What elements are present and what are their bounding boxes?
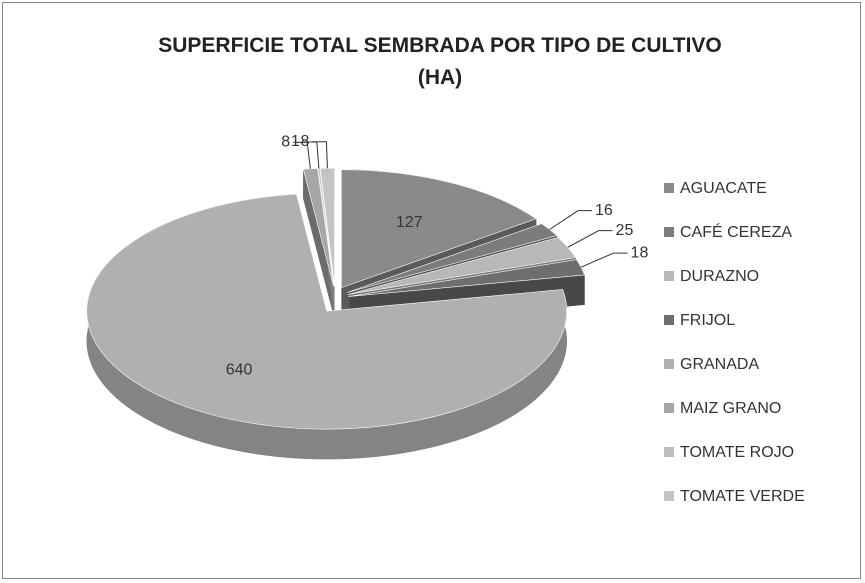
data-label: 25 [616, 222, 634, 239]
legend-label: AGUACATE [680, 180, 767, 197]
legend-swatch [664, 183, 674, 193]
legend-label: TOMATE ROJO [680, 444, 794, 461]
slice [348, 259, 585, 297]
legend-label: CAFÉ CEREZA [680, 222, 792, 241]
legend-label: MAIZ GRANO [680, 400, 781, 417]
legend-label: FRIJOL [680, 312, 735, 329]
legend-swatch [664, 447, 674, 457]
slice [86, 193, 567, 430]
leader-line [567, 230, 613, 248]
legend-label: DURAZNO [680, 268, 759, 285]
leader-line [549, 210, 592, 230]
data-label: 8 [301, 133, 310, 150]
legend-label: TOMATE VERDE [680, 488, 805, 505]
legend-label: GRANADA [680, 356, 759, 373]
leader-line [312, 141, 328, 169]
slice-cut [303, 168, 334, 317]
legend-swatch [664, 271, 674, 281]
legend-swatch [664, 315, 674, 325]
data-label: 16 [595, 202, 613, 219]
data-label: 8 [281, 134, 290, 151]
leader-line [580, 252, 628, 268]
legend-swatch [664, 403, 674, 413]
data-label: 18 [631, 244, 649, 261]
data-label: 1 [291, 133, 300, 150]
slice-tops [86, 167, 585, 430]
legend-swatch [664, 227, 674, 237]
slice [341, 169, 537, 289]
data-label: 640 [226, 361, 253, 378]
chart-title: SUPERFICIE TOTAL SEMBRADA POR TIPO DE CU… [158, 34, 722, 89]
legend-swatch [664, 359, 674, 369]
data-label: 127 [396, 214, 423, 231]
legend-swatch [664, 491, 674, 501]
slice [346, 223, 558, 293]
